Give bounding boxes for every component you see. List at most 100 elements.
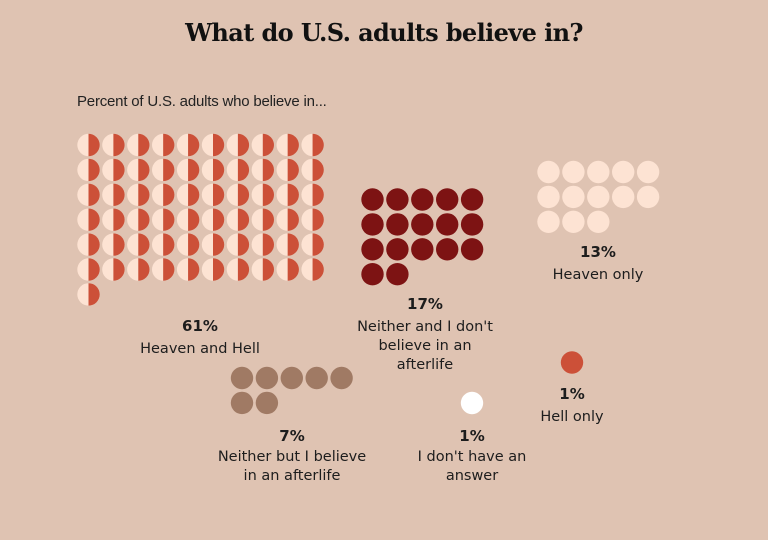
waffle-dot [251,158,274,182]
dot-half-heaven [176,183,189,206]
waffle-dot [276,133,299,157]
waffle-dot [301,258,324,281]
waffle-dot [436,188,459,211]
category-label-line: afterlife [396,357,454,373]
value-label: 7% [279,427,305,445]
dot-half-hell [237,233,250,256]
value-label: 1% [559,385,585,403]
dot-half-heaven [127,258,139,281]
dot-half-hell [163,133,175,157]
dot-half-heaven [77,158,89,182]
waffle-dot [102,233,125,256]
waffle-dot [151,258,175,281]
dot-half-heaven [201,258,213,281]
dot-half-hell [138,208,150,231]
waffle-dot [77,283,100,306]
dot-half-heaven [226,258,238,281]
waffle-dot [612,160,635,184]
waffle-dot [587,210,610,233]
category-label: Heaven and Hell [140,341,260,357]
waffle-dot [386,213,409,236]
dot-half-heaven [152,133,164,157]
dot-half-heaven [102,208,114,231]
dot-half-heaven [251,133,263,157]
waffle-dot [77,233,100,256]
dot-half-heaven [251,158,263,182]
waffle-dot [460,238,484,261]
waffle-dot [127,133,150,157]
dot-half-heaven [102,183,114,206]
waffle-dot [301,183,324,206]
waffle-dot [77,183,100,206]
waffle-dot [460,213,484,236]
category-label-line: Neither but I believe [217,449,367,465]
waffle-dot [255,391,279,415]
waffle-dot [201,133,225,157]
waffle-dot [411,213,434,236]
dot-half-hell [138,133,150,157]
waffle-dot [460,391,484,415]
waffle-dot [587,160,610,184]
waffle-dot [201,258,225,281]
waffle-dot [230,391,254,415]
dot-half-hell [113,158,125,182]
waffle-dot [102,183,125,206]
waffle-dot [301,158,324,182]
waffle-dot [386,263,409,286]
dot-half-hell [237,183,250,206]
waffle-dot [386,188,409,211]
dot-half-heaven [102,158,114,182]
dot-half-heaven [176,258,189,281]
chart-title: What do U.S. adults believe in? [185,18,583,47]
dot-half-hell [138,183,150,206]
waffle-dot [460,188,484,211]
dot-half-hell [163,258,175,281]
dot-half-hell [287,183,299,206]
waffle-dot [251,183,274,206]
dot-half-heaven [77,258,89,281]
waffle-dot [636,160,660,184]
dot-half-heaven [301,158,313,182]
dot-half-hell [262,258,274,281]
dot-half-hell [213,158,225,182]
dot-half-heaven [77,133,89,157]
waffle-dot [361,238,384,261]
waffle-dot [176,183,200,206]
label-heaven-and-hell: 61% Heaven and Hell [120,316,280,359]
dot-half-heaven [77,208,89,231]
category-label-line: I don't have an [417,449,527,465]
dot-half-heaven [301,233,313,256]
dot-half-heaven [301,208,313,231]
dot-half-heaven [176,158,189,182]
dot-half-hell [312,233,324,256]
dot-half-hell [262,208,274,231]
category-label-line: answer [445,468,499,484]
dot-half-heaven [251,183,263,206]
dot-half-hell [188,258,200,281]
dot-half-heaven [301,133,313,157]
waffle-dot [537,160,560,184]
dot-half-heaven [276,158,288,182]
dot-half-heaven [127,208,139,231]
waffle-dot [226,158,250,182]
waffle-dot [276,208,299,231]
dot-half-hell [287,258,299,281]
waffle-dot [102,133,125,157]
waffle-dot [201,158,225,182]
dot-half-hell [262,183,274,206]
dot-half-heaven [151,258,164,281]
waffle-dot [587,185,610,209]
waffle-group-heaven-only [537,160,660,233]
waffle-dot [276,258,299,281]
dot-half-hell [312,258,324,281]
dot-half-hell [213,183,225,206]
waffle-dot [226,258,250,281]
waffle-dot [560,351,584,374]
dot-half-hell [213,208,225,231]
dot-half-hell [213,133,225,157]
waffle-dot [102,158,125,182]
dot-half-hell [188,208,200,231]
waffle-dot [201,208,225,231]
category-label-line: Neither and I don't [357,319,493,335]
dot-half-hell [188,158,200,182]
